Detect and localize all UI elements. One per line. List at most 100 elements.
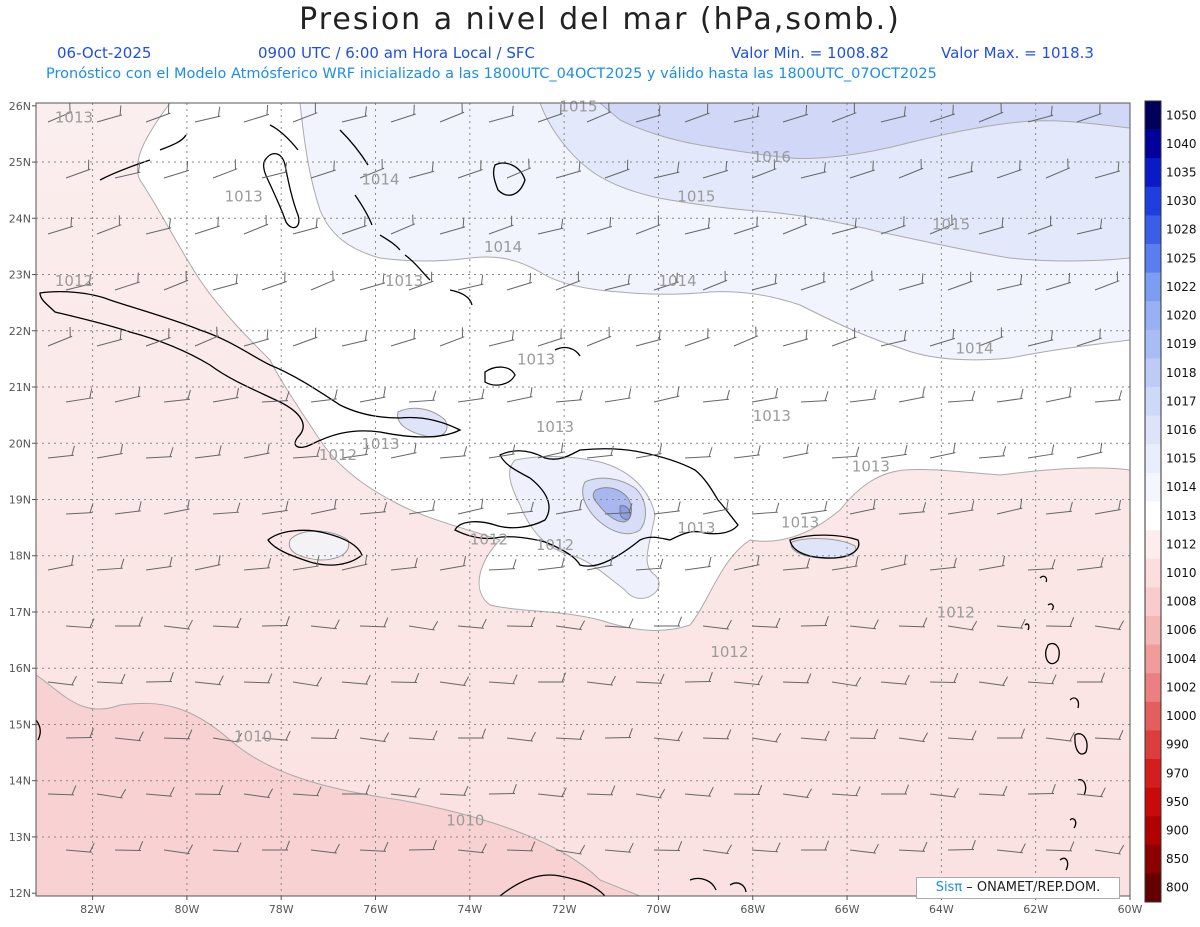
wind-barb: [537, 104, 563, 123]
wind-barb: [849, 619, 879, 630]
wind-barb: [898, 841, 928, 852]
colorbar-swatch: [1145, 587, 1161, 617]
wind-barb: [800, 730, 830, 741]
wind-barb: [261, 162, 288, 179]
wind-barb: [978, 785, 1008, 796]
wind-barb: [1076, 218, 1103, 235]
contour-label: 1013: [55, 109, 93, 127]
wind-barb: [880, 674, 910, 685]
wind-barb: [408, 271, 434, 291]
wind-barb: [261, 391, 290, 403]
wind-barb: [978, 446, 1007, 459]
wind-barb: [684, 447, 713, 459]
wind-barb: [635, 558, 664, 571]
wind-barb: [849, 499, 876, 515]
coast-florida-keys: [99, 134, 187, 181]
wind-barb: [1027, 559, 1056, 571]
wind-barb: [929, 787, 959, 798]
wind-barb: [604, 159, 630, 179]
wind-barb: [65, 274, 92, 291]
wind-barb: [538, 672, 567, 683]
wind-barb: [604, 618, 634, 629]
colorbar-swatch: [1145, 272, 1161, 302]
wind-barb: [506, 158, 532, 179]
wind-barb: [880, 554, 907, 571]
lat-label: 13N: [9, 831, 31, 844]
wind-barb: [898, 502, 927, 515]
wind-barb: [408, 500, 436, 515]
colorbar-swatch: [1145, 444, 1161, 474]
wind-barb: [653, 386, 680, 403]
lat-label: 14N: [9, 775, 31, 788]
lat-label: 18N: [9, 550, 31, 563]
wind-barb: [1027, 105, 1054, 123]
wind-barb: [359, 732, 390, 743]
colorbar-label: 1020: [1166, 309, 1197, 323]
wind-barb: [996, 498, 1023, 515]
wind-barb: [800, 162, 827, 179]
wind-barb: [1045, 616, 1075, 627]
coast-bahamas-abaco: [269, 124, 299, 151]
wind-barb: [586, 785, 616, 796]
wind-barb: [831, 446, 860, 459]
wind-barb: [163, 499, 190, 515]
wind-barb: [782, 673, 812, 684]
wind-barb: [310, 270, 336, 291]
wind-barb: [555, 271, 581, 291]
wind-barb: [390, 443, 417, 459]
wind-barb: [978, 217, 1005, 235]
wind-barb: [212, 617, 242, 628]
wind-barb: [1094, 499, 1121, 515]
colorbar-label: 1030: [1166, 194, 1197, 208]
wind-barb: [947, 500, 975, 515]
wind-barb: [702, 389, 730, 403]
wind-barb: [831, 103, 857, 123]
wind-barb: [212, 842, 242, 853]
colorbar-label: 1028: [1166, 223, 1197, 237]
wind-barb: [488, 330, 515, 347]
wind-barb: [898, 617, 928, 628]
wind-barb: [635, 673, 665, 684]
wind-barb: [262, 840, 291, 851]
wind-barb: [292, 786, 322, 797]
colorbar-label: 990: [1166, 738, 1189, 752]
wind-barb: [194, 784, 224, 795]
contour-label: 1013: [753, 407, 791, 425]
wind-barb: [390, 104, 416, 123]
wind-barb: [341, 106, 368, 123]
model-info: Pronóstico con el Modelo Atmósferico WRF…: [46, 66, 937, 82]
wind-barb: [342, 784, 371, 795]
wind-barb: [506, 501, 534, 515]
wind-barb: [439, 785, 469, 796]
wind-barb: [684, 672, 713, 683]
colorbar-label: 1025: [1166, 251, 1197, 265]
max-value: Valor Max. = 1018.3: [941, 44, 1094, 62]
wind-barb: [782, 104, 809, 123]
wind-barb: [586, 103, 612, 123]
wind-barb: [555, 729, 585, 740]
colorbar-swatch: [1145, 215, 1161, 245]
colorbar-label: 970: [1166, 766, 1189, 780]
wind-barb: [194, 216, 220, 235]
colorbar-swatch: [1145, 615, 1161, 645]
wind-barb: [702, 499, 729, 515]
contour-label: 1012: [470, 530, 508, 548]
colorbar-frame: [1144, 100, 1162, 903]
wind-barb: [849, 160, 875, 179]
wind-barb: [292, 103, 318, 123]
wind-barb: [653, 162, 680, 179]
wind-barb: [212, 732, 243, 743]
wind-barb: [1027, 674, 1057, 685]
map-title: Presion a nivel del mar (hPa,somb.): [299, 2, 901, 37]
wind-barb: [751, 732, 782, 743]
wind-barb: [310, 843, 340, 854]
wind-barb: [506, 841, 536, 852]
lat-label: 22N: [9, 325, 31, 338]
colorbar-label: 1004: [1166, 652, 1197, 666]
wind-barb: [898, 273, 925, 291]
wind-barb: [114, 162, 141, 179]
wind-barb: [194, 106, 221, 123]
wind-barb: [47, 675, 77, 686]
wind-barb: [114, 731, 144, 742]
